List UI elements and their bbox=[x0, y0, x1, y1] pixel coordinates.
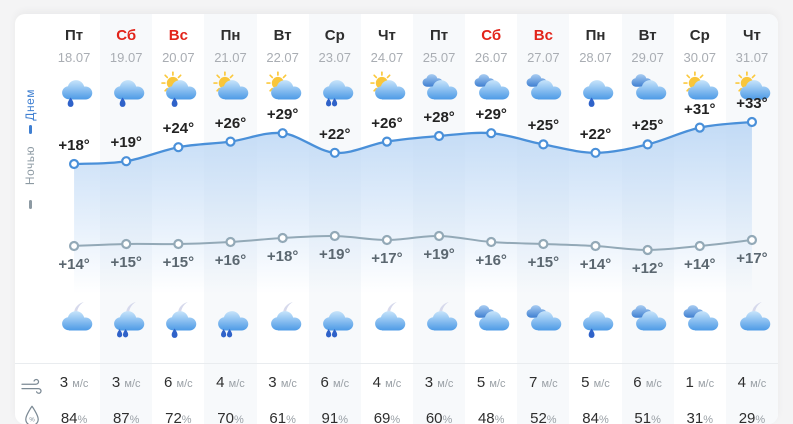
svg-text:%: % bbox=[29, 418, 35, 424]
